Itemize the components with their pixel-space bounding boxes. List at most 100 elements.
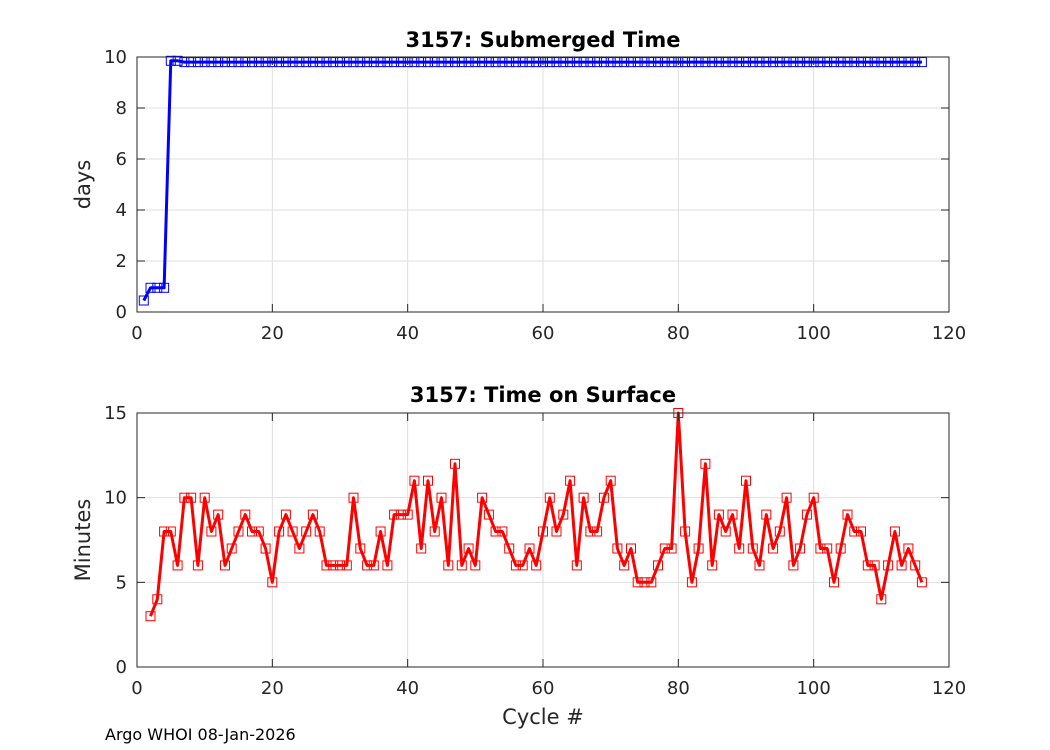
submerged-time-data-point xyxy=(287,57,298,68)
surface-time-xtick-label: 100 xyxy=(796,678,830,699)
surface-time-data-point xyxy=(429,526,440,537)
surface-time-data-point xyxy=(423,475,433,486)
surface-time-data-point xyxy=(632,577,643,588)
surface-time-data-point xyxy=(490,526,501,537)
surface-time-data-point xyxy=(436,492,447,503)
surface-time-data-point xyxy=(666,543,677,554)
surface-time-data-point xyxy=(795,543,806,554)
surface-time-data-point xyxy=(287,526,298,537)
surface-time-title: 3157: Time on Surface xyxy=(410,383,676,407)
surface-time-data-point xyxy=(653,560,663,571)
submerged-time-data-point xyxy=(362,57,373,68)
surface-time-ytick-label: 0 xyxy=(116,657,127,678)
submerged-time-data-point xyxy=(510,57,521,68)
surface-time-data-point xyxy=(680,526,691,537)
surface-time-data-point xyxy=(335,560,345,571)
submerged-time-data-point xyxy=(747,57,758,68)
surface-time-xtick-label: 40 xyxy=(396,678,419,699)
submerged-time-data-point xyxy=(504,57,515,68)
submerged-time-data-point xyxy=(659,57,670,68)
surface-time-data-point xyxy=(754,560,765,571)
submerged-time-data-point xyxy=(524,57,535,68)
surface-time-data-point xyxy=(910,560,921,571)
surface-time-data-point xyxy=(483,509,494,520)
surface-time-data-point xyxy=(747,543,758,554)
surface-time-data-point xyxy=(301,526,312,537)
submerged-time-grid xyxy=(137,57,949,312)
submerged-time-data-point xyxy=(280,57,291,68)
surface-time-data-point xyxy=(375,526,386,537)
submerged-time-data-point xyxy=(869,57,880,68)
surface-time-xtick-label: 120 xyxy=(932,678,966,699)
submerged-time-title: 3157: Submerged Time xyxy=(405,28,680,52)
surface-time-data-point xyxy=(497,526,508,537)
surface-time-data-point xyxy=(341,560,352,571)
submerged-time-ytick-label: 4 xyxy=(116,200,127,221)
submerged-time-data-point xyxy=(199,57,210,68)
submerged-time-data-point xyxy=(335,57,345,68)
surface-time-data-point xyxy=(321,560,332,571)
submerged-time-data-point xyxy=(456,57,467,68)
surface-time-data-point xyxy=(226,543,237,554)
surface-time-data-point xyxy=(362,560,373,571)
submerged-time-data-point xyxy=(497,57,508,68)
submerged-time-data-point xyxy=(436,57,447,68)
surface-time-data-point xyxy=(538,526,548,537)
submerged-time-data-point xyxy=(781,57,792,68)
surface-time-data-point xyxy=(159,526,170,537)
submerged-time-data-point xyxy=(571,57,582,68)
submerged-time-data-point xyxy=(517,57,528,68)
submerged-time-data-point xyxy=(592,57,603,68)
surface-time-data-point xyxy=(145,611,156,622)
surface-time-data-point xyxy=(727,509,738,520)
surface-time-data-point xyxy=(578,492,589,503)
submerged-time-data-point xyxy=(220,57,230,68)
surface-time-data-point xyxy=(707,560,718,571)
surface-time-data-point xyxy=(328,560,339,571)
submerged-time-data-point xyxy=(301,57,312,68)
submerged-time-data-point xyxy=(903,57,914,68)
submerged-time-data-point xyxy=(862,57,873,68)
submerged-time-data-point xyxy=(835,57,846,68)
submerged-time-ticks: 0 20 40 60 80 100 120 0 2 4 6 8 10 xyxy=(104,47,966,344)
surface-time-series-line xyxy=(149,411,924,617)
surface-time-axes: 0 20 40 60 80 100 120 0 5 10 15 3157: Time on Surf… xyxy=(71,383,966,729)
surface-time-data-point xyxy=(551,526,562,537)
submerged-time-data-point xyxy=(653,57,663,68)
surface-time-data-point xyxy=(788,560,799,571)
surface-time-data-point xyxy=(734,543,745,554)
surface-time-data-point xyxy=(781,492,792,503)
surface-time-data-point xyxy=(348,492,359,503)
submerged-time-data-point xyxy=(477,57,488,68)
submerged-time-xtick-label: 100 xyxy=(796,323,830,344)
surface-time-marks xyxy=(145,408,927,622)
surface-time-data-point xyxy=(849,526,860,537)
surface-time-data-point xyxy=(686,577,697,588)
surface-time-data-point xyxy=(815,543,826,554)
surface-time-data-point xyxy=(713,509,724,520)
submerged-time-data-point xyxy=(348,57,359,68)
surface-time-ytick-label: 15 xyxy=(104,403,127,424)
submerged-time-data-point xyxy=(585,57,596,68)
submerged-time-data-point xyxy=(646,57,657,68)
surface-time-data-point xyxy=(571,560,582,571)
surface-time-data-point xyxy=(896,560,907,571)
submerged-time-data-point xyxy=(558,57,569,68)
submerged-time-data-point xyxy=(443,57,454,68)
submerged-time-data-point xyxy=(382,57,393,68)
submerged-time-data-point xyxy=(192,57,203,68)
surface-time-data-point xyxy=(768,543,779,554)
submerged-time-ytick-label: 10 xyxy=(104,47,127,68)
submerged-time-data-point xyxy=(815,57,826,68)
surface-time-data-point xyxy=(280,509,291,520)
submerged-time-xtick-label: 40 xyxy=(396,323,419,344)
surface-time-data-point xyxy=(808,492,819,503)
surface-time-data-point xyxy=(761,509,772,520)
submerged-time-data-point xyxy=(463,57,474,68)
surface-time-data-point xyxy=(876,594,887,605)
submerged-time-data-point xyxy=(632,57,643,68)
surface-time-data-point xyxy=(544,492,555,503)
submerged-time-data-point xyxy=(355,57,366,68)
submerged-time-data-point xyxy=(409,57,420,68)
